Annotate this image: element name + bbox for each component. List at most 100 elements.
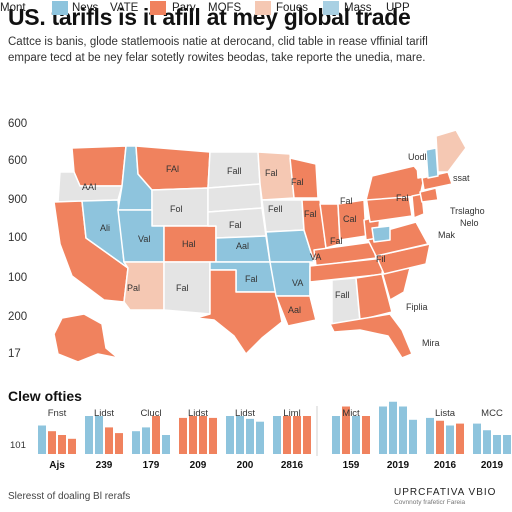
bar xyxy=(68,438,76,454)
bar xyxy=(273,416,281,454)
subtitle-line-1: Cattce is banis, glode statlemoois natie… xyxy=(8,36,428,48)
map-label: ssat xyxy=(453,173,470,183)
map-label: Cal xyxy=(343,214,357,224)
map-label: Fall xyxy=(335,290,350,300)
bar-chart: 101 Fnst Ajs Lidst 239 Clucl 179 Lidst 209 Lidst 2… xyxy=(10,401,511,471)
page-title: US. tarifls is it afill at mey global tr… xyxy=(8,4,411,30)
legend-item-upp: UPP xyxy=(386,0,410,16)
bar-group-year: 200 xyxy=(237,460,254,471)
map-legend: Mont Nevs VATE Pary MOFS Foues Mass UPP xyxy=(0,0,470,16)
y-axis-label: 900 xyxy=(8,194,28,206)
map-label: Fal xyxy=(291,177,304,187)
bar xyxy=(132,431,140,454)
bar-y-tick: 101 xyxy=(10,440,26,451)
bar-group-label: Fnst xyxy=(48,408,67,419)
state-alabama xyxy=(331,277,361,325)
map-label: Fell xyxy=(268,204,283,214)
map-label: Fall xyxy=(227,166,242,176)
bar xyxy=(293,416,301,454)
state-maryland xyxy=(371,225,391,243)
map-label: Fil xyxy=(376,254,386,264)
bar xyxy=(189,416,197,454)
state-minnesota xyxy=(257,151,295,201)
map-label: Fal xyxy=(330,236,343,246)
footer-brand-sub: Covnnoty frafeticr Fareia xyxy=(394,499,466,506)
map-label: AAI xyxy=(82,182,97,192)
bar xyxy=(426,417,434,454)
bar xyxy=(409,419,417,454)
state-south-dakota xyxy=(207,183,263,213)
bar xyxy=(473,423,481,454)
state-indiana xyxy=(319,203,341,249)
bar xyxy=(95,416,103,454)
bar-group-label: Lidst xyxy=(188,408,208,419)
legend-label: Mont xyxy=(0,2,26,14)
us-states-map: Uodl ssat Fall Fol FAl AAI Fal Fal Ali P… xyxy=(53,129,485,363)
legend-label: Pary xyxy=(172,2,196,14)
legend-swatch-orange xyxy=(150,1,166,15)
state-texas xyxy=(195,269,283,355)
bar xyxy=(332,416,340,454)
bar xyxy=(303,416,311,454)
map-label: FAl xyxy=(166,164,179,174)
bar xyxy=(85,416,93,454)
section-title: Clew ofties xyxy=(8,388,82,404)
state-georgia xyxy=(355,273,393,321)
bar xyxy=(152,416,160,454)
bar-group-label: Lidst xyxy=(94,408,114,419)
bar xyxy=(256,421,264,454)
map-label: Val xyxy=(138,234,150,244)
bar xyxy=(456,423,464,454)
state-new-hampshire xyxy=(425,147,439,179)
state-connecticut xyxy=(419,187,439,203)
bar xyxy=(226,416,234,454)
map-label: Fal xyxy=(265,168,278,178)
map-label: Fol xyxy=(170,204,183,214)
map-label: Fal xyxy=(340,196,353,206)
bar xyxy=(236,416,244,454)
bar xyxy=(48,431,56,454)
bar xyxy=(493,435,501,454)
bar-group-year: 2016 xyxy=(434,460,457,471)
legend-label: VATE xyxy=(110,2,139,14)
y-axis-label: 100 xyxy=(8,272,28,284)
bar xyxy=(352,416,360,454)
bar-group-label: Clucl xyxy=(140,408,161,419)
map-label: Fal xyxy=(396,193,409,203)
legend-item-vate: VATE xyxy=(110,0,138,16)
footer-brand: UPRCFATIVA VBIO xyxy=(394,487,497,498)
legend-item-pary: Pary xyxy=(172,0,196,16)
bar xyxy=(142,427,150,454)
state-michigan xyxy=(329,167,353,205)
bar-group-year: 239 xyxy=(96,460,113,471)
bar xyxy=(436,420,444,454)
bar-group-year: 159 xyxy=(343,460,360,471)
state-alaska xyxy=(53,313,119,363)
state-virginia xyxy=(365,221,429,257)
map-label: Fal xyxy=(245,274,258,284)
map-label: Trslagho xyxy=(450,206,485,216)
legend-label: UPP xyxy=(386,2,410,14)
bar xyxy=(483,430,491,454)
bar xyxy=(115,433,123,454)
map-label: Fiplia xyxy=(406,302,428,312)
bar xyxy=(179,417,187,454)
state-arkansas xyxy=(269,261,311,297)
map-label: Hal xyxy=(182,239,196,249)
y-axis-label: 17 xyxy=(8,348,21,360)
map-label: Uodl xyxy=(408,152,427,162)
map-label: Nelo xyxy=(460,218,479,228)
map-label: Mak xyxy=(438,230,456,240)
footer-source: Sleresst of doaling Bl rerafs xyxy=(8,491,131,502)
map-label: Ali xyxy=(100,223,110,233)
bar xyxy=(162,435,170,454)
map-label: Fal xyxy=(176,283,189,293)
map-label: Fal xyxy=(304,209,317,219)
bar xyxy=(246,418,254,454)
bar xyxy=(389,401,397,454)
state-mississippi xyxy=(309,281,333,325)
state-florida xyxy=(329,313,413,359)
state-washington xyxy=(71,145,127,187)
map-label: Pal xyxy=(127,283,140,293)
y-axis-label: 600 xyxy=(8,118,28,130)
